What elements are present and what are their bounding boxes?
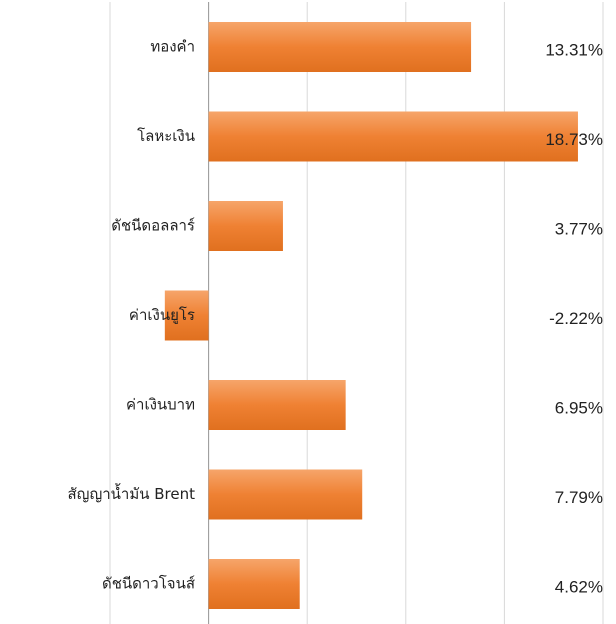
bar — [208, 380, 346, 430]
bar — [164, 290, 209, 341]
value-label: 13.31% — [545, 40, 603, 59]
bar — [208, 201, 283, 251]
value-label: 18.73% — [545, 130, 603, 149]
value-label: 3.77% — [555, 219, 603, 238]
category-label: ทองคำ — [150, 38, 195, 56]
bar — [208, 111, 578, 162]
bar — [208, 22, 472, 72]
bar — [208, 469, 363, 520]
category-label: ดัชนีดาวโจนส์ — [102, 575, 195, 593]
category-label: ค่าเงินยูโร — [129, 306, 195, 324]
category-label: โลหะเงิน — [137, 127, 195, 145]
category-label: ดัชนีดอลลาร์ — [111, 217, 195, 235]
value-label: 7.79% — [555, 488, 603, 507]
value-label: -2.22% — [549, 309, 603, 328]
bar — [208, 559, 300, 609]
value-label: 6.95% — [555, 398, 603, 417]
category-label: สัญญาน้ำมัน Brent — [68, 483, 196, 503]
value-label: 4.62% — [555, 577, 603, 596]
category-label: ค่าเงินบาท — [126, 396, 195, 414]
